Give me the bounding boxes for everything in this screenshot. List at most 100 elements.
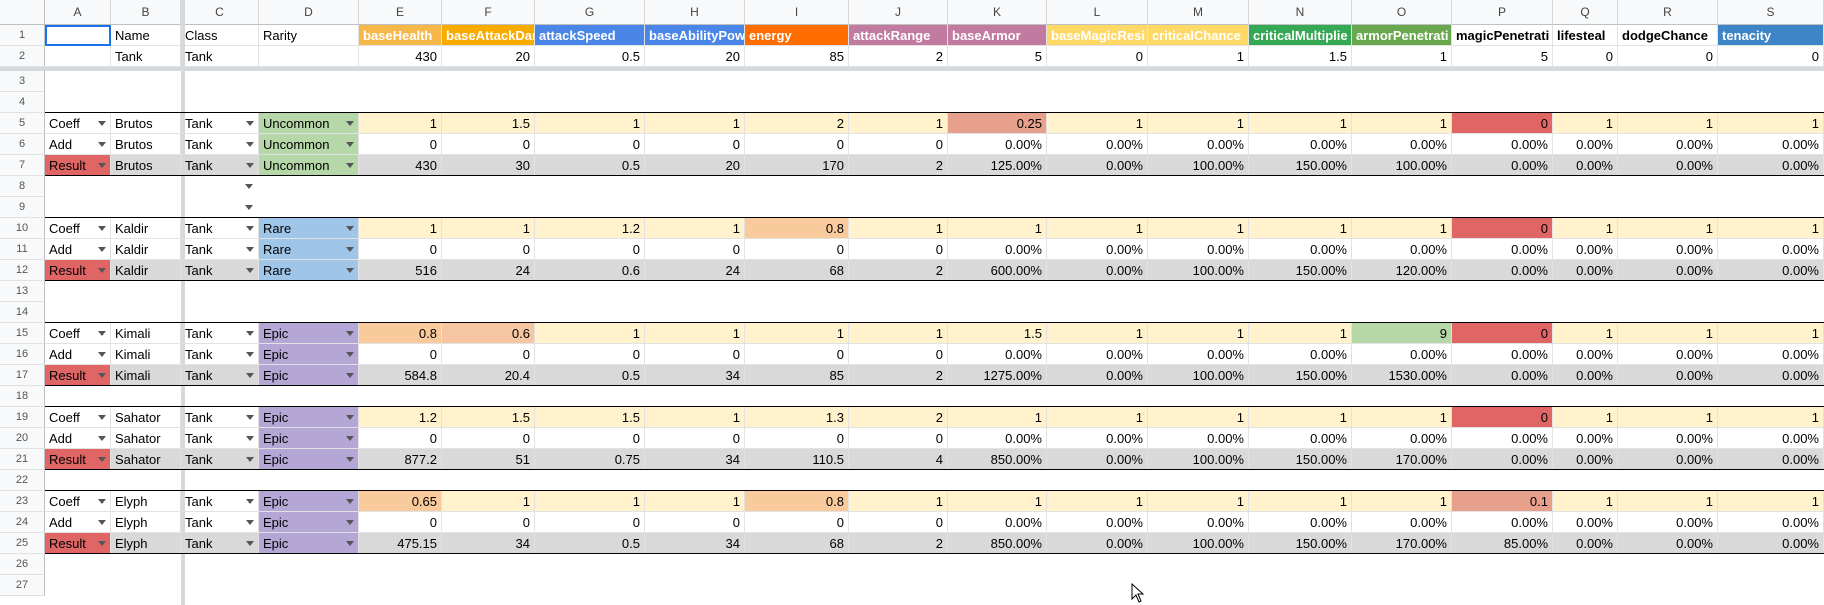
frozen-column-divider[interactable] — [181, 0, 185, 605]
cell-j15[interactable]: 1 — [849, 323, 948, 344]
cell-l25[interactable]: 0.00% — [1047, 533, 1148, 554]
cell-q25[interactable]: 0.00% — [1553, 533, 1618, 554]
cell-p19[interactable]: 0 — [1452, 407, 1553, 428]
cell-c17[interactable]: Tank — [181, 365, 259, 386]
cell-o25[interactable]: 170.00% — [1352, 533, 1452, 554]
cell-q16[interactable]: 0.00% — [1553, 344, 1618, 365]
cell-a23[interactable]: Coeff — [45, 491, 111, 512]
cell-g12[interactable]: 0.6 — [535, 260, 645, 281]
cell-m7[interactable]: 100.00% — [1148, 155, 1249, 176]
cell-n10[interactable]: 1 — [1249, 218, 1352, 239]
cell-h5[interactable]: 1 — [645, 113, 745, 134]
cell-i20[interactable]: 0 — [745, 428, 849, 449]
row-header-13[interactable]: 13 — [0, 281, 45, 302]
chevron-down-icon[interactable] — [98, 142, 106, 147]
cell-m5[interactable]: 1 — [1148, 113, 1249, 134]
cell-s5[interactable]: 1 — [1718, 113, 1824, 134]
cell-h6[interactable]: 0 — [645, 134, 745, 155]
cell-s21[interactable]: 0.00% — [1718, 449, 1824, 470]
cell-p15[interactable]: 0 — [1452, 323, 1553, 344]
cell-o15[interactable]: 9 — [1352, 323, 1452, 344]
cell-d19[interactable]: Epic — [259, 407, 359, 428]
column-header-s[interactable]: S — [1718, 0, 1824, 25]
row-header-11[interactable]: 11 — [0, 239, 45, 260]
cell-n11[interactable]: 0.00% — [1249, 239, 1352, 260]
cell-h16[interactable]: 0 — [645, 344, 745, 365]
cell-b23[interactable]: Elyph — [111, 491, 181, 512]
cell-c24[interactable]: Tank — [181, 512, 259, 533]
cell-p5[interactable]: 0 — [1452, 113, 1553, 134]
cell-o1[interactable]: armorPenetrati — [1352, 25, 1452, 46]
cell-n7[interactable]: 150.00% — [1249, 155, 1352, 176]
cell-b1[interactable]: Name — [111, 25, 181, 46]
cell-s11[interactable]: 0.00% — [1718, 239, 1824, 260]
row-header-24[interactable]: 24 — [0, 512, 45, 533]
cell-d23[interactable]: Epic — [259, 491, 359, 512]
cell-b10[interactable]: Kaldir — [111, 218, 181, 239]
row-header-25[interactable]: 25 — [0, 533, 45, 554]
cell-p11[interactable]: 0.00% — [1452, 239, 1553, 260]
cell-b11[interactable]: Kaldir — [111, 239, 181, 260]
cell-f7[interactable]: 30 — [442, 155, 535, 176]
cell-h24[interactable]: 0 — [645, 512, 745, 533]
row-header-8[interactable]: 8 — [0, 176, 45, 197]
cell-d16[interactable]: Epic — [259, 344, 359, 365]
column-header-l[interactable]: L — [1047, 0, 1148, 25]
row-header-5[interactable]: 5 — [0, 113, 45, 134]
cell-h25[interactable]: 34 — [645, 533, 745, 554]
row-header-20[interactable]: 20 — [0, 428, 45, 449]
chevron-down-icon[interactable] — [98, 268, 106, 273]
cell-h23[interactable]: 1 — [645, 491, 745, 512]
cell-n25[interactable]: 150.00% — [1249, 533, 1352, 554]
chevron-down-icon[interactable] — [98, 163, 106, 168]
row-header-10[interactable]: 10 — [0, 218, 45, 239]
cell-d5[interactable]: Uncommon — [259, 113, 359, 134]
cell-c19[interactable]: Tank — [181, 407, 259, 428]
cell-r2[interactable]: 0 — [1618, 46, 1718, 67]
column-header-g[interactable]: G — [535, 0, 645, 25]
cell-g7[interactable]: 0.5 — [535, 155, 645, 176]
cell-i5[interactable]: 2 — [745, 113, 849, 134]
cell-k19[interactable]: 1 — [948, 407, 1047, 428]
cell-f12[interactable]: 24 — [442, 260, 535, 281]
cell-n5[interactable]: 1 — [1249, 113, 1352, 134]
cell-n23[interactable]: 1 — [1249, 491, 1352, 512]
cell-o7[interactable]: 100.00% — [1352, 155, 1452, 176]
row-header-1[interactable]: 1 — [0, 25, 45, 46]
cell-r10[interactable]: 1 — [1618, 218, 1718, 239]
cell-e21[interactable]: 877.2 — [359, 449, 442, 470]
cell-h7[interactable]: 20 — [645, 155, 745, 176]
cell-d11[interactable]: Rare — [259, 239, 359, 260]
cell-s23[interactable]: 1 — [1718, 491, 1824, 512]
cell-c23[interactable]: Tank — [181, 491, 259, 512]
cell-k6[interactable]: 0.00% — [948, 134, 1047, 155]
cell-b15[interactable]: Kimali — [111, 323, 181, 344]
cell-d24[interactable]: Epic — [259, 512, 359, 533]
cell-q7[interactable]: 0.00% — [1553, 155, 1618, 176]
cell-f19[interactable]: 1.5 — [442, 407, 535, 428]
cell-b7[interactable]: Brutos — [111, 155, 181, 176]
chevron-down-icon[interactable] — [246, 436, 254, 441]
cell-h2[interactable]: 20 — [645, 46, 745, 67]
chevron-down-icon[interactable] — [346, 457, 354, 462]
cell-r15[interactable]: 1 — [1618, 323, 1718, 344]
cell-f15[interactable]: 0.6 — [442, 323, 535, 344]
column-header-k[interactable]: K — [948, 0, 1047, 25]
cell-s10[interactable]: 1 — [1718, 218, 1824, 239]
cell-n24[interactable]: 0.00% — [1249, 512, 1352, 533]
cell-i16[interactable]: 0 — [745, 344, 849, 365]
cell-h17[interactable]: 34 — [645, 365, 745, 386]
cell-j25[interactable]: 2 — [849, 533, 948, 554]
cell-n2[interactable]: 1.5 — [1249, 46, 1352, 67]
cell-f16[interactable]: 0 — [442, 344, 535, 365]
cell-a6[interactable]: Add — [45, 134, 111, 155]
cell-o2[interactable]: 1 — [1352, 46, 1452, 67]
cell-b16[interactable]: Kimali — [111, 344, 181, 365]
cell-s12[interactable]: 0.00% — [1718, 260, 1824, 281]
row-header-19[interactable]: 19 — [0, 407, 45, 428]
cell-p24[interactable]: 0.00% — [1452, 512, 1553, 533]
cell-n12[interactable]: 150.00% — [1249, 260, 1352, 281]
cell-m25[interactable]: 100.00% — [1148, 533, 1249, 554]
cell-k23[interactable]: 1 — [948, 491, 1047, 512]
row-header-12[interactable]: 12 — [0, 260, 45, 281]
